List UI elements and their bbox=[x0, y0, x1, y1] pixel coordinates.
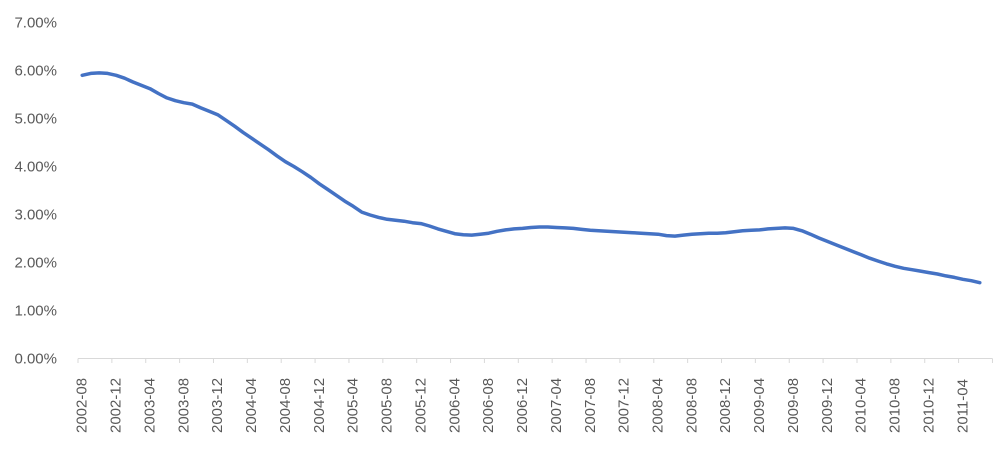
y-axis-tick-label: 3.00% bbox=[14, 207, 57, 224]
x-axis-tick-label: 2005-08 bbox=[379, 378, 396, 433]
x-axis-tick-label: 2004-12 bbox=[311, 378, 328, 433]
x-axis-tick-label: 2008-04 bbox=[650, 378, 667, 433]
y-axis-tick-label: 5.00% bbox=[14, 111, 57, 128]
x-axis-tick-label: 2003-08 bbox=[175, 378, 192, 433]
y-axis-tick-label: 4.00% bbox=[14, 159, 57, 176]
x-axis-tick-label: 2006-04 bbox=[446, 378, 463, 433]
x-axis-tick-label: 2006-08 bbox=[480, 378, 497, 433]
x-axis-tick-label: 2010-04 bbox=[853, 378, 870, 433]
y-axis-tick-label: 7.00% bbox=[14, 15, 57, 32]
x-axis-tick-label: 2008-08 bbox=[683, 378, 700, 433]
x-axis-tick-label: 2008-12 bbox=[717, 378, 734, 433]
x-axis-tick-label: 2007-12 bbox=[616, 378, 633, 433]
x-axis-tick-label: 2002-12 bbox=[108, 378, 125, 433]
y-axis-tick-label: 0.00% bbox=[14, 351, 57, 368]
y-axis-tick-label: 2.00% bbox=[14, 255, 57, 272]
x-axis-tick-label: 2002-08 bbox=[74, 378, 91, 433]
x-axis-tick-label: 2004-04 bbox=[243, 378, 260, 433]
x-axis-tick-label: 2005-04 bbox=[345, 378, 362, 433]
y-axis-tick-label: 1.00% bbox=[14, 303, 57, 320]
x-axis-tick-label: 2007-08 bbox=[582, 378, 599, 433]
x-axis-tick-label: 2009-08 bbox=[785, 378, 802, 433]
x-axis-tick-label: 2009-12 bbox=[819, 378, 836, 433]
x-axis-tick-label: 2004-08 bbox=[277, 378, 294, 433]
x-axis-tick-label: 2010-12 bbox=[920, 378, 937, 433]
x-axis-tick-label: 2010-08 bbox=[887, 378, 904, 433]
x-axis-tick-label: 2009-04 bbox=[751, 378, 768, 433]
x-axis-tick-label: 2005-12 bbox=[412, 378, 429, 433]
x-axis-tick-label: 2011-04 bbox=[954, 379, 971, 433]
x-axis-tick-label: 2006-12 bbox=[514, 378, 531, 433]
x-axis-tick-label: 2007-04 bbox=[548, 378, 565, 433]
x-axis-tick-label: 2003-12 bbox=[209, 378, 226, 433]
y-axis-tick-label: 6.00% bbox=[14, 63, 57, 80]
x-axis-tick-label: 2003-04 bbox=[141, 378, 158, 433]
data-series-line bbox=[80, 71, 982, 285]
